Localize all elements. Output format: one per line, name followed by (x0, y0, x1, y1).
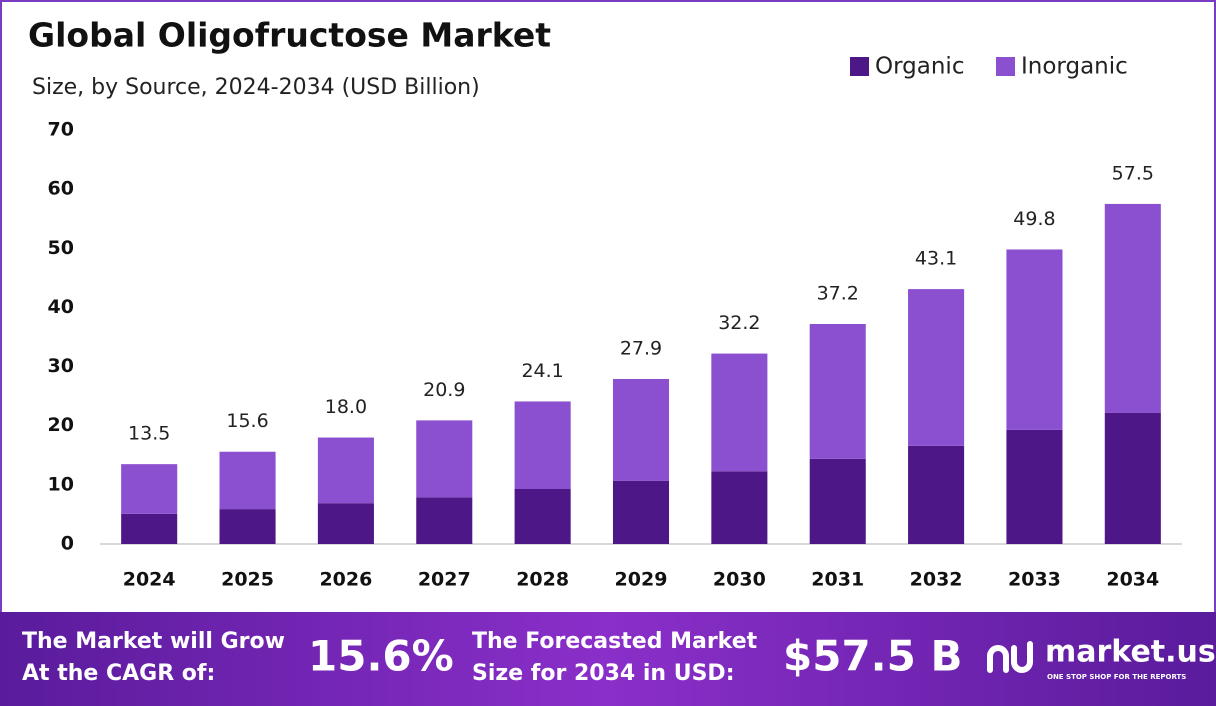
legend-swatch (996, 57, 1015, 76)
bar-segment (1104, 412, 1161, 544)
value-label: 20.9 (423, 379, 465, 401)
logo-shape (987, 645, 1009, 673)
chart-subtitle: Size, by Source, 2024-2034 (USD Billion) (32, 75, 480, 100)
x-tick-label: 2032 (910, 569, 963, 591)
value-label: 18.0 (325, 396, 367, 418)
y-tick-label: 40 (48, 296, 74, 318)
bar-segment (1006, 249, 1063, 430)
y-tick-label: 70 (48, 119, 74, 141)
bar-segment (514, 488, 571, 544)
bar-segment (711, 353, 768, 472)
cagr-text: At the CAGR of: (22, 661, 215, 686)
value-label: 24.1 (521, 360, 563, 382)
x-tick-label: 2033 (1008, 569, 1061, 591)
bar-segment (416, 497, 473, 544)
y-tick-label: 20 (48, 414, 74, 436)
bar-segment (809, 323, 866, 459)
bar-segment (1006, 429, 1063, 544)
legend-label: Inorganic (1021, 54, 1128, 80)
logo-shape (1011, 641, 1033, 673)
bar-segment (219, 451, 276, 510)
value-label: 15.6 (226, 410, 268, 432)
x-tick-label: 2034 (1106, 569, 1159, 591)
value-label: 27.9 (620, 337, 662, 359)
y-tick-label: 30 (48, 355, 74, 377)
legend: Organic Inorganic (850, 54, 1128, 80)
bar-segment (809, 458, 866, 544)
value-label: 49.8 (1013, 208, 1055, 230)
bar-segment (317, 503, 374, 544)
bar-segment (908, 289, 965, 446)
x-tick-label: 2029 (615, 569, 668, 591)
y-tick-label: 60 (48, 178, 74, 200)
bar-segment (711, 471, 768, 544)
bar-segment (416, 420, 473, 498)
forecast-value: $57.5 B (783, 632, 962, 681)
y-tick-label: 0 (61, 533, 74, 555)
brand: market.us (1045, 635, 1216, 670)
bar-segment (121, 513, 178, 544)
value-label: 57.5 (1112, 162, 1154, 184)
footer-band (0, 612, 1216, 706)
value-label: 13.5 (128, 423, 170, 445)
chart-title: Global Oligofructose Market (28, 16, 551, 55)
legend-label: Organic (875, 54, 964, 80)
bar-segment (219, 509, 276, 544)
x-tick-label: 2024 (123, 569, 176, 591)
cagr-text: The Market will Grow (22, 629, 285, 654)
bar-segment (514, 401, 571, 489)
legend-swatch (850, 57, 869, 76)
y-tick-label: 50 (48, 237, 74, 259)
y-tick-label: 10 (48, 473, 74, 495)
x-tick-label: 2027 (418, 569, 471, 591)
forecast-text: The Forecasted Market (472, 629, 758, 654)
x-tick-label: 2031 (811, 569, 864, 591)
bar-segment (612, 378, 670, 481)
bar-segment (317, 437, 374, 504)
plot: 01020304050607013.5202415.6202518.020262… (48, 119, 1182, 591)
tagline: ONE STOP SHOP FOR THE REPORTS (1047, 673, 1186, 681)
cagr-value: 15.6% (308, 632, 454, 681)
forecast-text: Size for 2034 in USD: (472, 661, 735, 686)
x-tick-label: 2025 (221, 569, 274, 591)
x-tick-label: 2028 (516, 569, 569, 591)
value-label: 32.2 (718, 312, 760, 334)
bar-segment (1104, 203, 1161, 413)
footer: The Market will Grow At the CAGR of: 15.… (0, 612, 1216, 706)
value-label: 37.2 (817, 282, 859, 304)
bar-segment (612, 480, 670, 544)
bar-segment (908, 445, 965, 544)
value-label: 43.1 (915, 248, 957, 270)
brand-logo (987, 641, 1033, 673)
x-tick-label: 2026 (319, 569, 372, 591)
bar-segment (121, 464, 178, 514)
x-tick-label: 2030 (713, 569, 766, 591)
